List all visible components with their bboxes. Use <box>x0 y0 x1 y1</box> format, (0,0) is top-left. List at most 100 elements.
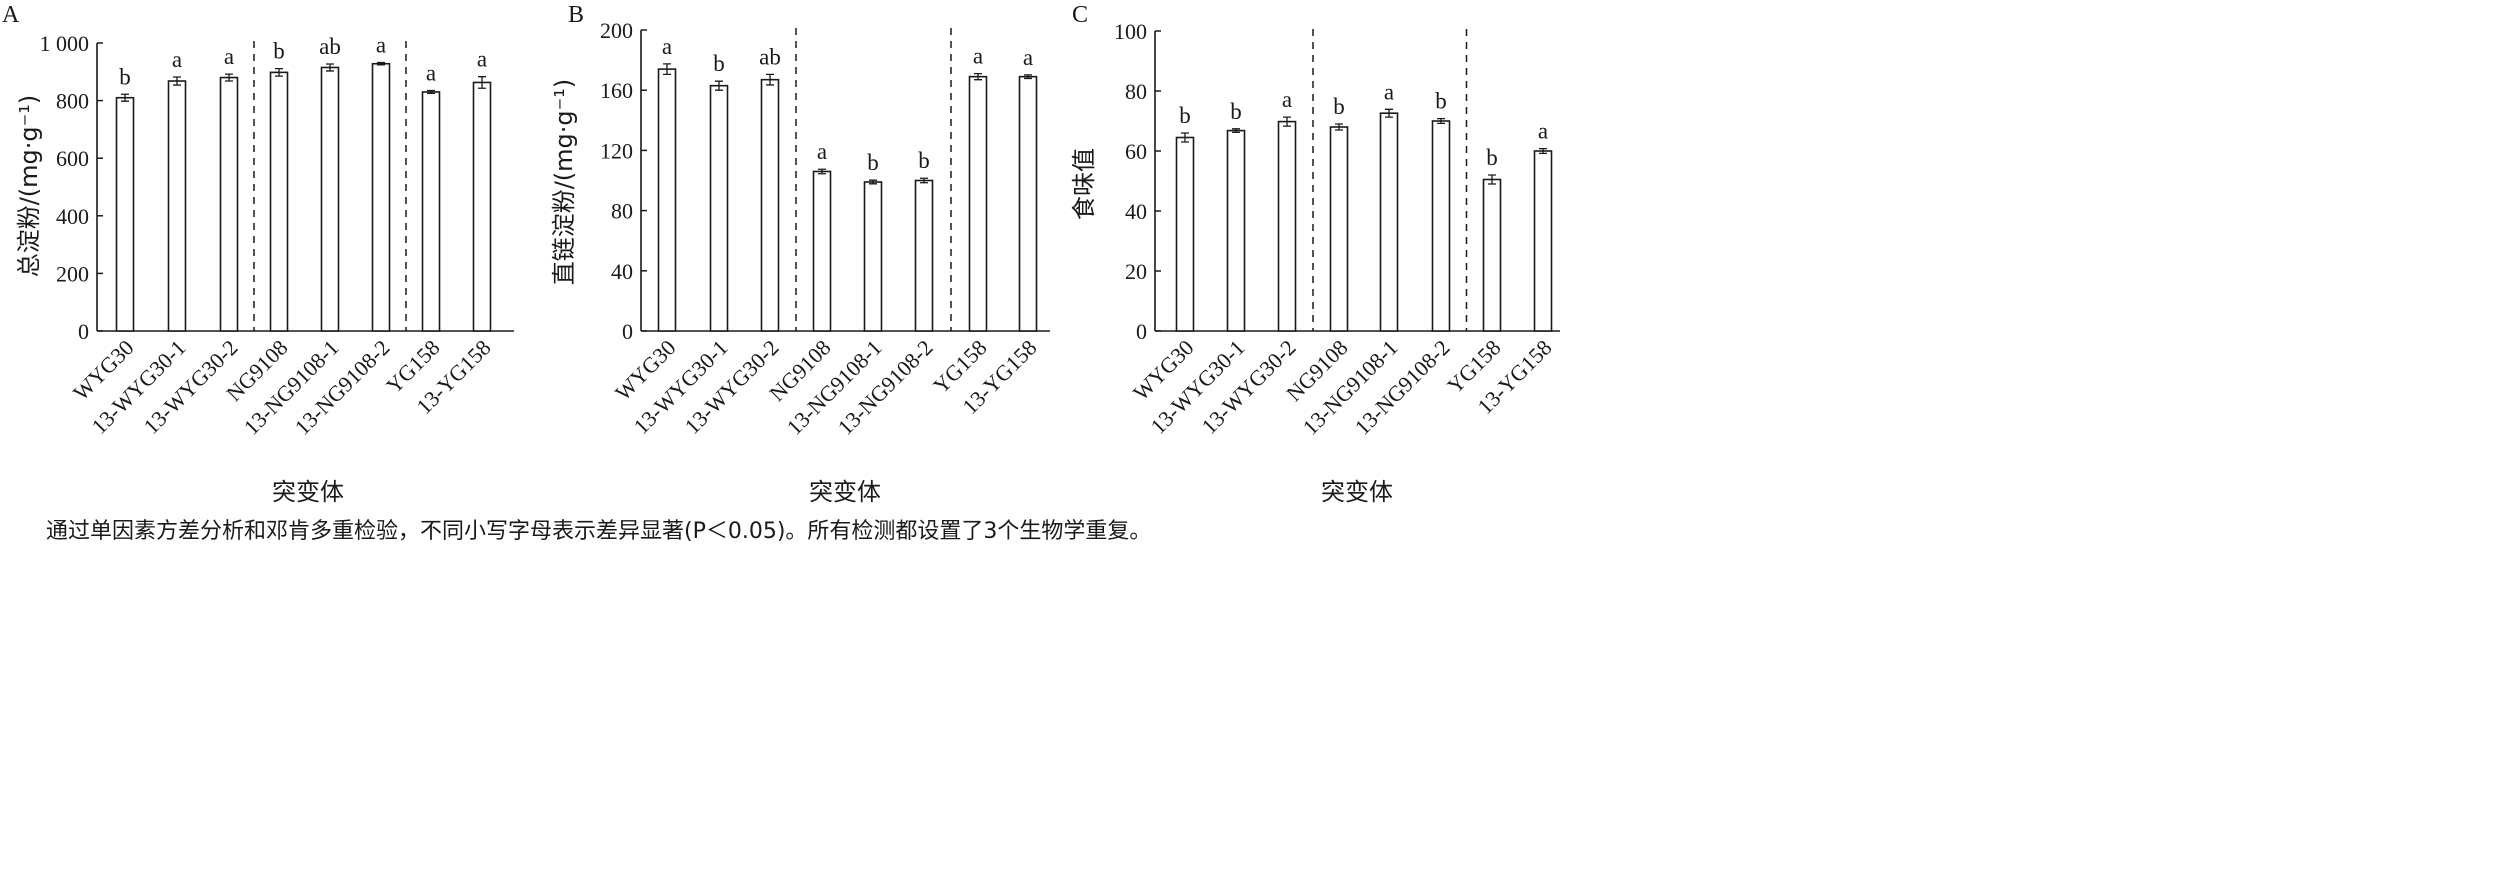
bar <box>1482 178 1502 332</box>
significance-label: b <box>273 39 285 64</box>
bar <box>219 76 239 332</box>
significance-label: a <box>1023 45 1033 70</box>
bar <box>760 78 780 332</box>
panel-c: C 食味值 突变体 020406080100bWYG30b13-WYG30-1a… <box>1070 2 1560 506</box>
error-bar <box>920 177 928 184</box>
bar <box>1379 112 1399 332</box>
significance-label: a <box>973 44 983 69</box>
y-tick-label: 100 <box>1114 19 1147 44</box>
bar <box>914 179 934 332</box>
error-bar <box>1024 74 1032 80</box>
bar <box>1533 150 1553 332</box>
bar <box>1277 120 1297 332</box>
bar <box>472 81 492 332</box>
error-bar <box>121 93 129 102</box>
panel-b-xlabel: 突变体 <box>809 478 881 506</box>
bar <box>1018 75 1038 332</box>
significance-label: a <box>477 47 487 72</box>
y-tick-label: 600 <box>56 146 89 171</box>
y-tick-label: 60 <box>1125 139 1147 164</box>
bar <box>320 66 340 332</box>
y-tick-label: 0 <box>1136 319 1147 344</box>
y-tick-label: 800 <box>56 89 89 114</box>
significance-label: a <box>1538 119 1548 144</box>
significance-label: b <box>713 51 725 76</box>
panel-a-letter: A <box>2 2 20 28</box>
bar <box>657 68 677 332</box>
bar <box>812 170 832 332</box>
y-tick-label: 0 <box>78 319 89 344</box>
panel-c-plot: 020406080100bWYG30b13-WYG30-1a13-WYG30-2… <box>1114 19 1560 440</box>
bar <box>1329 126 1349 332</box>
error-bar <box>326 63 334 72</box>
bar <box>269 71 289 332</box>
error-bar <box>377 61 385 66</box>
y-tick-label: 0 <box>622 319 633 344</box>
bar <box>421 91 441 332</box>
error-bar <box>173 76 181 86</box>
significance-label: a <box>1282 87 1292 112</box>
significance-label: ab <box>319 34 341 59</box>
y-tick-label: 400 <box>56 204 89 229</box>
bar <box>1431 120 1451 332</box>
error-bar <box>1283 116 1291 127</box>
significance-label: b <box>1230 99 1242 124</box>
y-tick-label: 80 <box>1125 79 1147 104</box>
significance-label: ab <box>759 44 781 69</box>
error-bar <box>1232 128 1240 134</box>
error-bar <box>427 89 435 95</box>
error-bar <box>766 73 774 86</box>
significance-label: a <box>662 34 672 59</box>
panel-a-ylabel: 总淀粉/(mg·g⁻¹) <box>15 95 43 278</box>
bar <box>968 75 988 332</box>
figure-caption: 通过单因素方差分析和邓肯多重检验，不同小写字母表示差异显著(P＜0.05)。所有… <box>46 519 1151 544</box>
error-bar <box>1181 132 1189 143</box>
significance-label: a <box>1384 79 1394 104</box>
y-tick-label: 160 <box>600 78 633 103</box>
significance-label: b <box>1486 145 1498 170</box>
significance-label: a <box>376 33 386 58</box>
error-bar <box>1539 147 1547 155</box>
bar <box>371 62 391 332</box>
y-tick-label: 80 <box>611 199 633 224</box>
error-bar <box>1437 117 1445 125</box>
significance-label: a <box>426 61 436 86</box>
panel-b-ylabel: 直链淀粉/(mg·g⁻¹) <box>550 79 578 286</box>
error-bar <box>974 72 982 81</box>
panel-b: B 直链淀粉/(mg·g⁻¹) 突变体 04080120160200aWYG30… <box>550 2 1050 506</box>
panel-c-ylabel: 食味值 <box>1070 148 1098 220</box>
panel-c-letter: C <box>1072 2 1088 28</box>
significance-label: a <box>817 139 827 164</box>
y-tick-label: 120 <box>600 138 633 163</box>
panel-b-plot: 04080120160200aWYG30b13-WYG30-1ab13-WYG3… <box>600 18 1050 440</box>
y-tick-label: 20 <box>1125 259 1147 284</box>
error-bar <box>818 168 826 175</box>
error-bar <box>1385 108 1393 118</box>
significance-label: a <box>172 47 182 72</box>
significance-label: a <box>224 44 234 69</box>
bar <box>1226 129 1246 332</box>
panel-b-letter: B <box>568 2 584 28</box>
error-bar <box>1335 123 1343 131</box>
panel-a-xlabel: 突变体 <box>272 478 344 506</box>
panel-c-xlabel: 突变体 <box>1321 478 1393 506</box>
significance-label: b <box>1179 103 1191 128</box>
error-bar <box>275 67 283 77</box>
y-tick-label: 200 <box>56 261 89 286</box>
bar <box>709 84 729 332</box>
error-bar <box>478 76 486 89</box>
error-bar <box>1488 174 1496 185</box>
significance-label: b <box>918 148 930 173</box>
y-tick-label: 200 <box>600 18 633 43</box>
bar <box>167 80 187 332</box>
significance-label: b <box>119 64 131 89</box>
error-bar <box>715 80 723 91</box>
y-tick-label: 40 <box>1125 199 1147 224</box>
error-bar <box>663 63 671 76</box>
error-bar <box>869 179 877 185</box>
error-bar <box>225 73 233 82</box>
bar <box>1175 136 1195 332</box>
